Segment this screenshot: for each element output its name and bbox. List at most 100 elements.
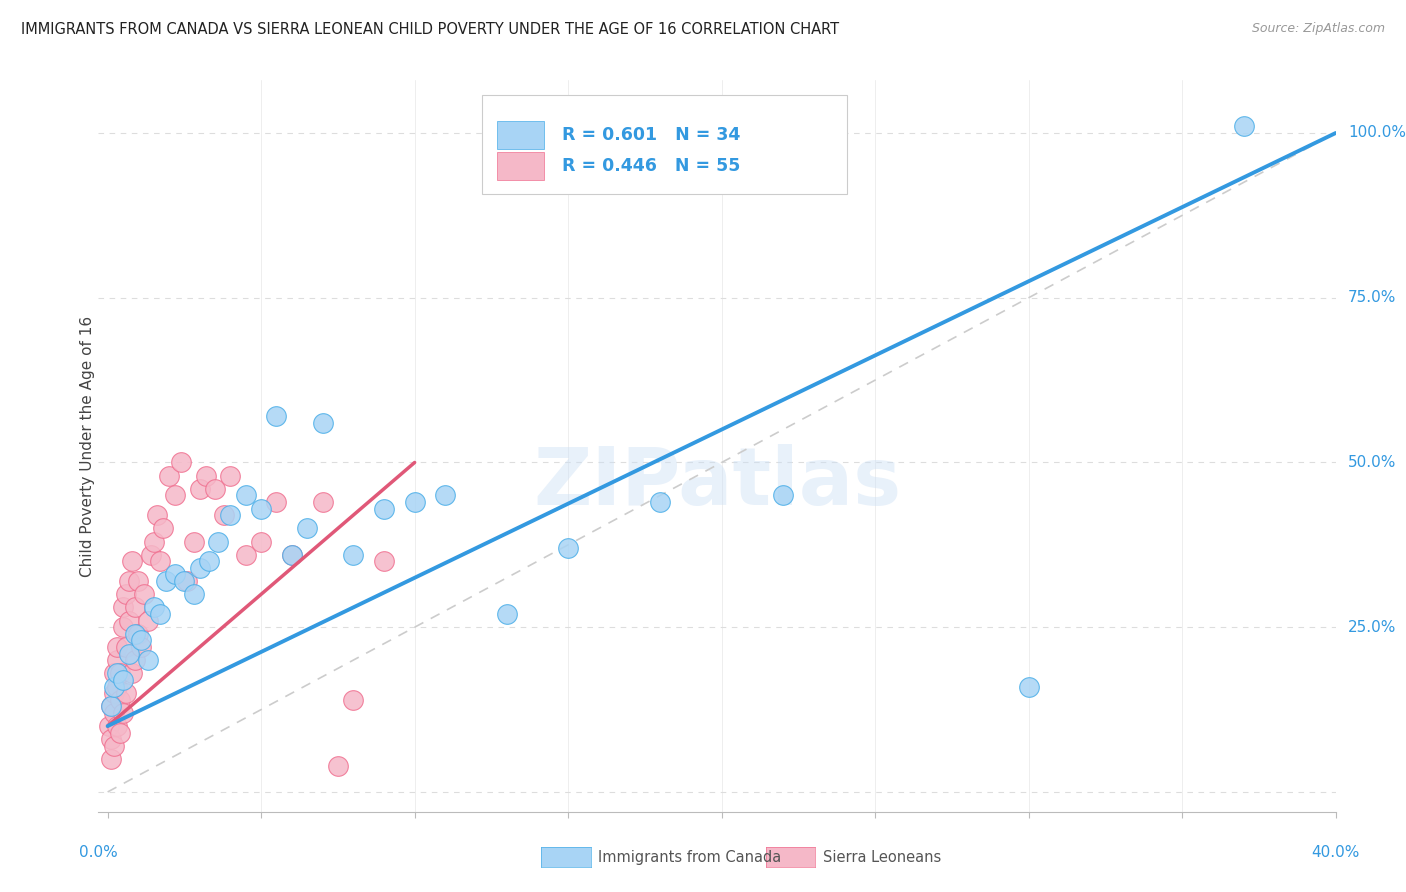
- Point: [373, 554, 395, 568]
- Point: [124, 600, 146, 615]
- Point: [495, 607, 517, 621]
- Point: [121, 666, 143, 681]
- Point: [118, 647, 141, 661]
- Point: [103, 666, 125, 681]
- Point: [1232, 120, 1254, 134]
- Point: [98, 719, 121, 733]
- Text: 100.0%: 100.0%: [1348, 126, 1406, 141]
- Text: ZIPatlas: ZIPatlas: [533, 443, 901, 522]
- Point: [165, 567, 187, 582]
- Point: [103, 680, 125, 694]
- Point: [176, 574, 198, 588]
- Point: [131, 633, 153, 648]
- FancyBboxPatch shape: [496, 121, 544, 149]
- Point: [124, 653, 146, 667]
- Point: [105, 666, 128, 681]
- Point: [100, 699, 122, 714]
- Point: [111, 620, 134, 634]
- FancyBboxPatch shape: [482, 95, 846, 194]
- Text: 25.0%: 25.0%: [1348, 620, 1396, 635]
- Point: [219, 508, 242, 523]
- Point: [115, 587, 138, 601]
- Point: [136, 653, 159, 667]
- Point: [136, 614, 159, 628]
- Point: [105, 640, 128, 654]
- Point: [404, 495, 426, 509]
- Point: [342, 692, 364, 706]
- FancyBboxPatch shape: [496, 152, 544, 180]
- Point: [194, 468, 217, 483]
- Point: [434, 488, 457, 502]
- Point: [127, 574, 149, 588]
- Point: [131, 640, 153, 654]
- Point: [127, 627, 149, 641]
- Point: [173, 574, 195, 588]
- Text: R = 0.446   N = 55: R = 0.446 N = 55: [562, 157, 741, 175]
- Point: [311, 416, 333, 430]
- Point: [188, 482, 211, 496]
- Text: Sierra Leoneans: Sierra Leoneans: [823, 850, 941, 864]
- Point: [557, 541, 579, 556]
- Point: [650, 495, 672, 509]
- Point: [118, 614, 141, 628]
- Point: [108, 666, 131, 681]
- Point: [214, 508, 236, 523]
- Point: [118, 574, 141, 588]
- Point: [111, 706, 134, 720]
- Point: [183, 587, 205, 601]
- Text: 40.0%: 40.0%: [1312, 845, 1360, 860]
- Point: [373, 501, 395, 516]
- Point: [772, 488, 794, 502]
- Point: [149, 554, 172, 568]
- Point: [165, 488, 187, 502]
- Point: [108, 692, 131, 706]
- Point: [157, 468, 180, 483]
- Point: [105, 680, 128, 694]
- Point: [155, 574, 177, 588]
- Point: [281, 548, 304, 562]
- Point: [149, 607, 172, 621]
- Point: [152, 521, 174, 535]
- Point: [145, 508, 167, 523]
- Point: [235, 548, 257, 562]
- Point: [142, 534, 165, 549]
- Point: [105, 719, 128, 733]
- Point: [295, 521, 318, 535]
- Point: [111, 673, 134, 687]
- Point: [183, 534, 205, 549]
- Text: 0.0%: 0.0%: [79, 845, 118, 860]
- Point: [134, 587, 156, 601]
- Point: [326, 758, 349, 772]
- Point: [219, 468, 242, 483]
- Point: [105, 653, 128, 667]
- Point: [266, 409, 288, 424]
- Y-axis label: Child Poverty Under the Age of 16: Child Poverty Under the Age of 16: [80, 316, 94, 576]
- Point: [115, 640, 138, 654]
- Point: [266, 495, 288, 509]
- Point: [204, 482, 226, 496]
- Point: [188, 561, 211, 575]
- Point: [108, 725, 131, 739]
- Point: [121, 554, 143, 568]
- Point: [124, 627, 146, 641]
- Point: [103, 706, 125, 720]
- Point: [207, 534, 229, 549]
- Point: [139, 548, 162, 562]
- Text: Immigrants from Canada: Immigrants from Canada: [598, 850, 780, 864]
- Point: [100, 699, 122, 714]
- Text: 50.0%: 50.0%: [1348, 455, 1396, 470]
- Point: [100, 752, 122, 766]
- Point: [103, 739, 125, 753]
- Point: [100, 732, 122, 747]
- Text: 75.0%: 75.0%: [1348, 290, 1396, 305]
- Text: R = 0.601   N = 34: R = 0.601 N = 34: [562, 126, 741, 145]
- Point: [111, 600, 134, 615]
- Point: [1018, 680, 1040, 694]
- Point: [281, 548, 304, 562]
- Text: IMMIGRANTS FROM CANADA VS SIERRA LEONEAN CHILD POVERTY UNDER THE AGE OF 16 CORRE: IMMIGRANTS FROM CANADA VS SIERRA LEONEAN…: [21, 22, 839, 37]
- Point: [311, 495, 333, 509]
- Point: [198, 554, 221, 568]
- Text: Source: ZipAtlas.com: Source: ZipAtlas.com: [1251, 22, 1385, 36]
- Point: [115, 686, 138, 700]
- Point: [103, 686, 125, 700]
